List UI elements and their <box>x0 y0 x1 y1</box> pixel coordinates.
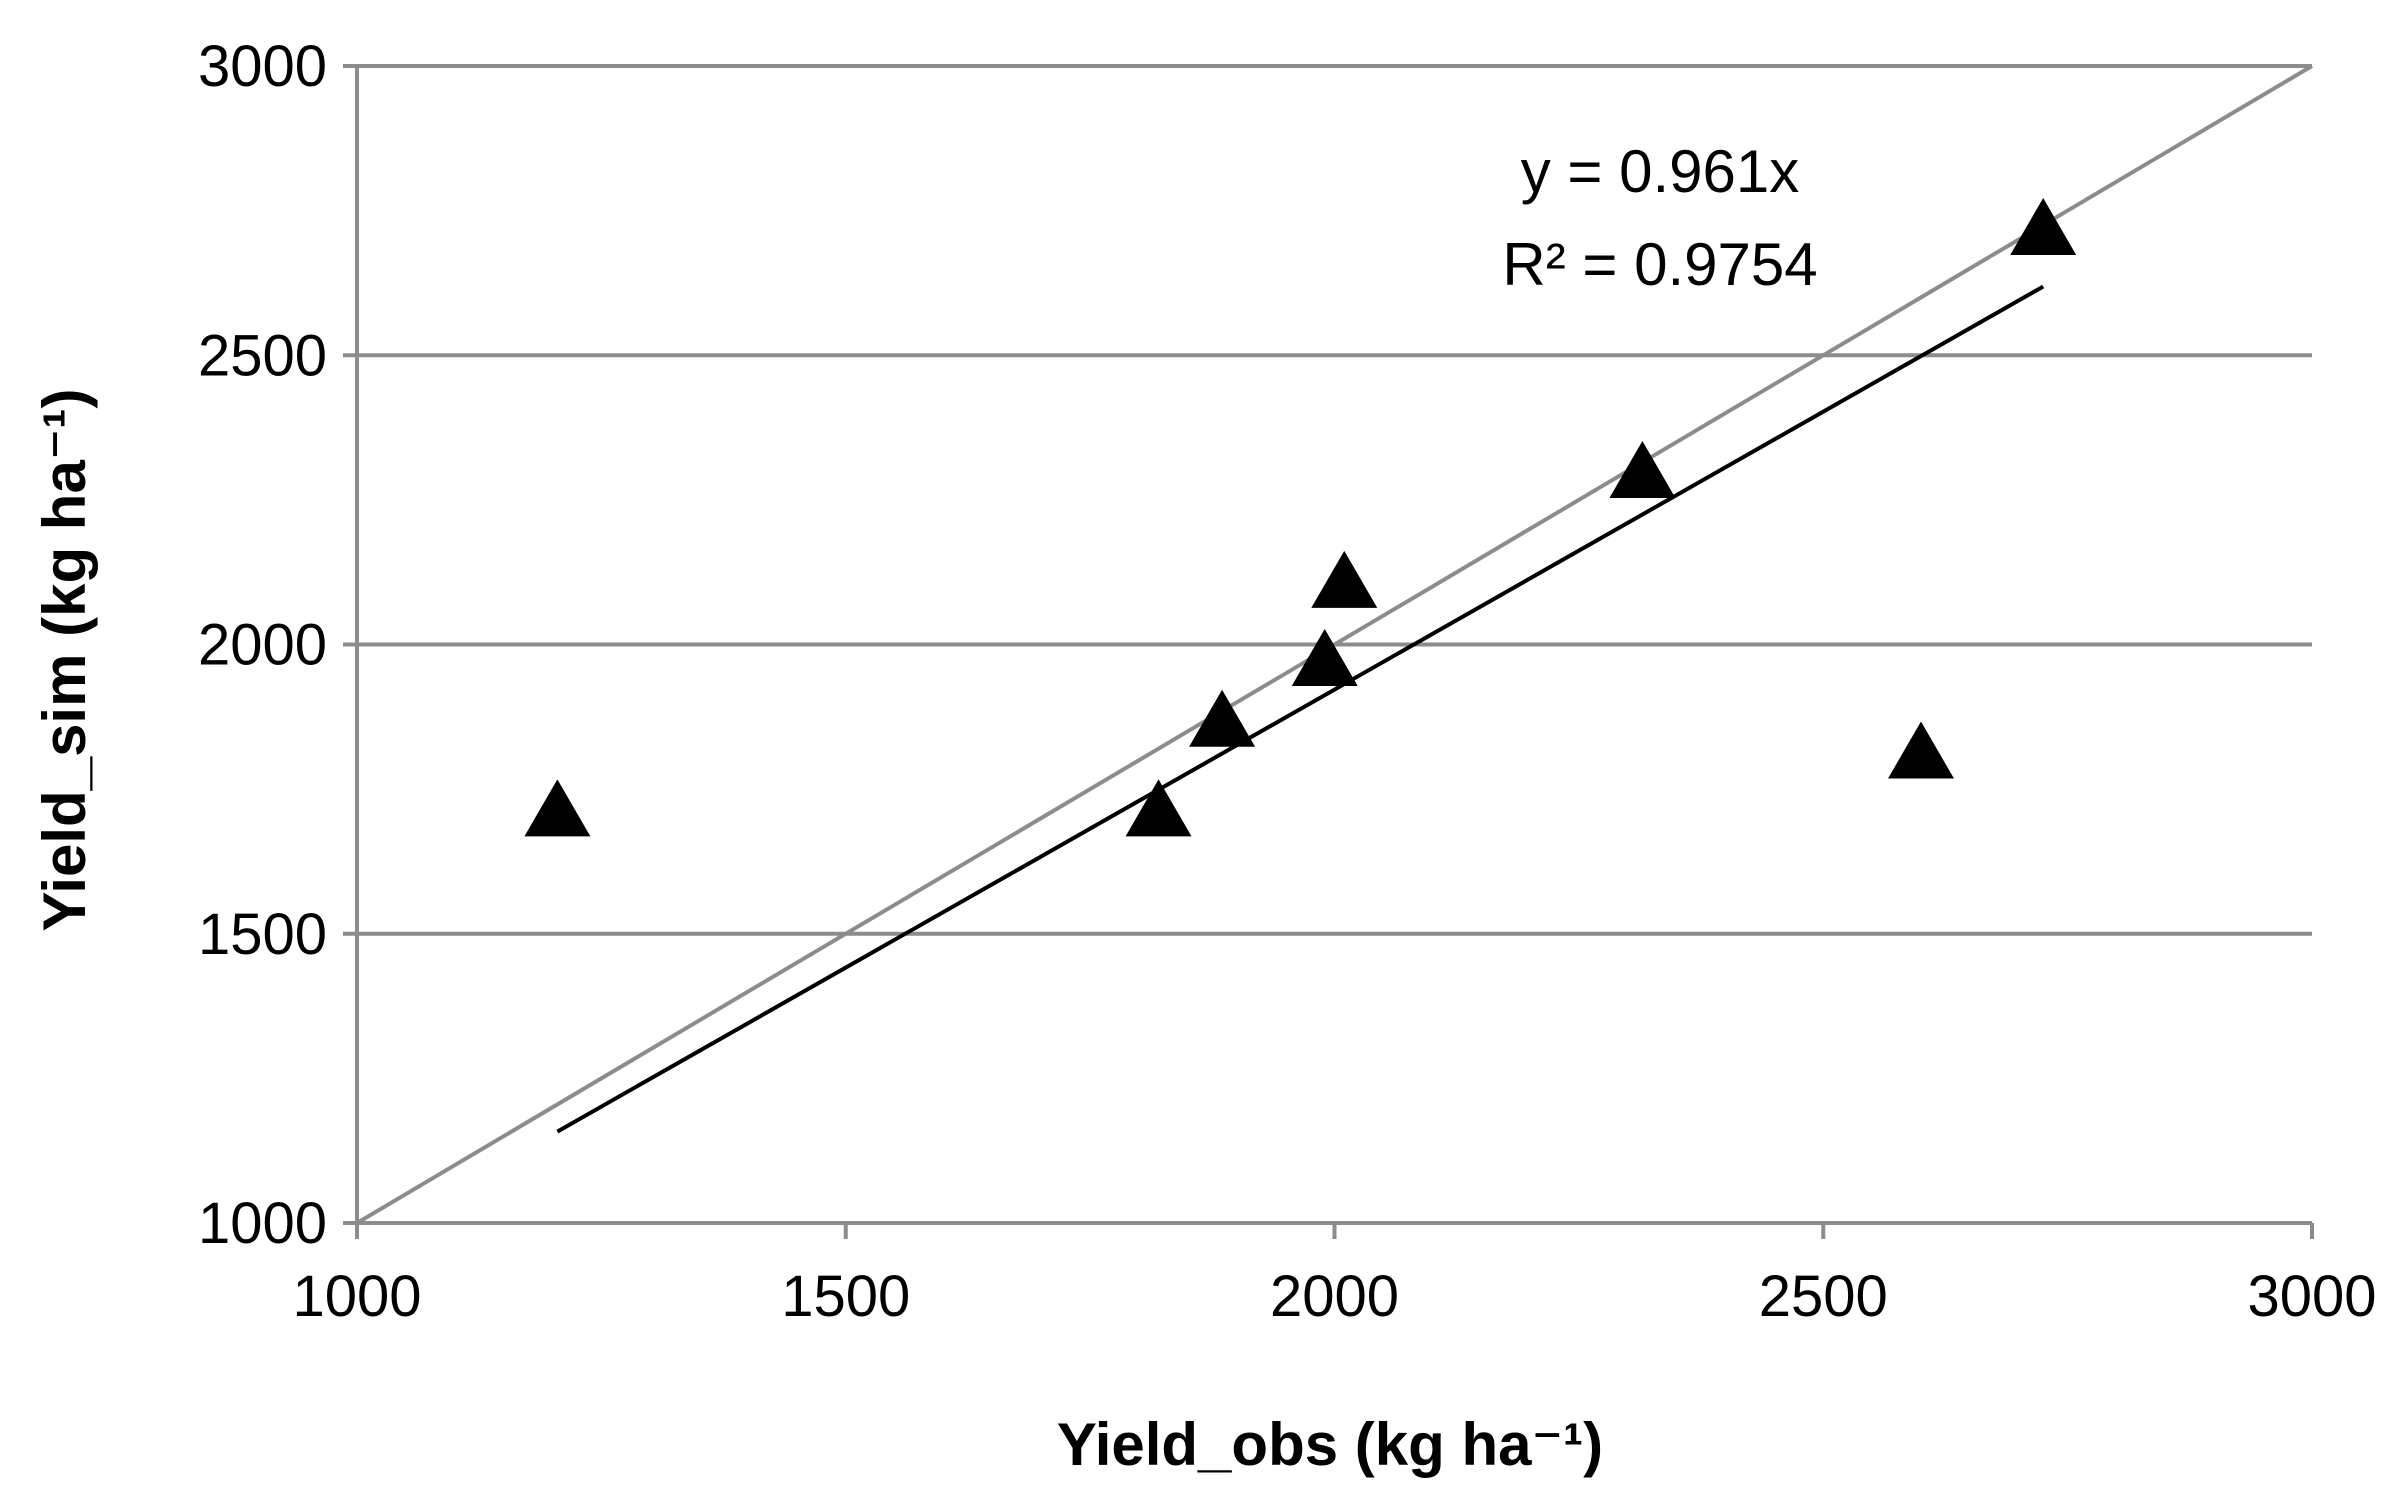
axes <box>355 66 2314 1239</box>
x-tick-label: 3000 <box>2247 1264 2376 1329</box>
data-point-triangle <box>1291 628 1358 686</box>
x-axis-title: Yield_obs (kg ha⁻¹) <box>1057 1411 1603 1478</box>
data-points <box>524 197 2077 837</box>
y-tick-label: 2500 <box>198 323 327 388</box>
y-tick-label: 3000 <box>198 34 327 99</box>
x-tick-label: 1500 <box>781 1264 910 1329</box>
r-squared-label: R² = 0.9754 <box>1502 231 1817 298</box>
data-point-triangle <box>1609 440 1676 498</box>
data-point-triangle <box>2010 197 2077 255</box>
y-tick-label: 1500 <box>198 902 327 967</box>
data-point-triangle <box>1311 550 1378 608</box>
data-point-triangle <box>524 779 591 837</box>
y-axis-title: Yield_sim (kg ha⁻¹) <box>31 389 98 932</box>
data-point-triangle <box>1125 779 1192 837</box>
reference-lines <box>355 64 2314 1225</box>
trendline-equation: y = 0.961x <box>1521 138 1800 205</box>
data-point-triangle <box>1888 721 1954 779</box>
y-tick-label: 1000 <box>198 1191 327 1256</box>
x-tick-label: 2500 <box>1759 1264 1888 1329</box>
y-tick-labels: 1000 1500 2000 2500 3000 <box>198 34 327 1256</box>
x-tick-label: 2000 <box>1270 1264 1399 1329</box>
y-tick-label: 2000 <box>198 613 327 678</box>
data-point-triangle <box>1189 689 1256 747</box>
trendline <box>556 284 2045 1134</box>
one-to-one-line <box>355 64 2314 1225</box>
x-tick-label: 1000 <box>292 1264 421 1329</box>
x-tick-labels: 1000 1500 2000 2500 3000 <box>292 1264 2376 1329</box>
